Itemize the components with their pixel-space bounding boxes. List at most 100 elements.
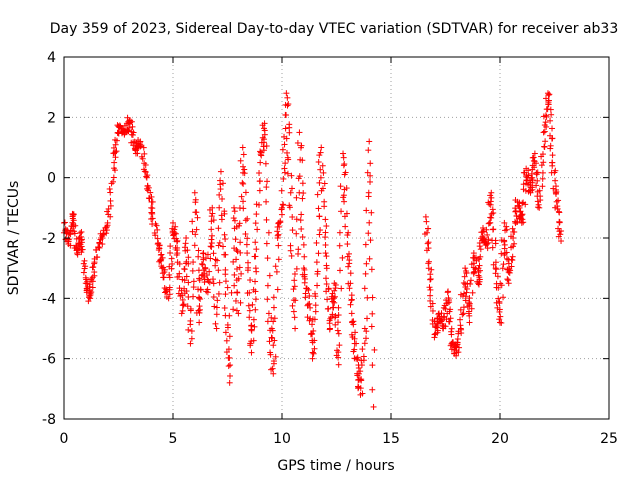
data-point-fill	[542, 119, 549, 126]
data-point-fill	[240, 198, 247, 205]
data-point-fill	[210, 294, 217, 301]
data-point-fill	[339, 254, 346, 261]
data-point-fill	[253, 246, 260, 253]
data-point	[191, 189, 198, 196]
data-point-fill	[323, 275, 330, 282]
data-point-fill	[310, 327, 317, 334]
data-point-fill	[225, 363, 232, 370]
data-point-fill	[237, 299, 244, 306]
data-point-fill	[222, 329, 229, 336]
data-point-fill	[166, 274, 173, 281]
data-point-fill	[317, 227, 324, 234]
data-point-fill	[324, 296, 331, 303]
data-point-fill	[468, 261, 475, 268]
data-point-fill	[462, 297, 469, 304]
data-point-fill	[166, 263, 173, 270]
data-point-fill	[246, 289, 253, 296]
data-point-fill	[556, 218, 563, 225]
data-point-fill	[289, 214, 296, 221]
data-point-fill	[523, 172, 530, 179]
data-point-fill	[510, 228, 517, 235]
data-point-fill	[217, 186, 224, 193]
data-point-fill	[476, 274, 483, 281]
data-point-fill	[236, 264, 243, 271]
chart-title: Day 359 of 2023, Sidereal Day-to-day VTE…	[50, 21, 619, 37]
data-point-fill	[287, 247, 294, 254]
data-point-fill	[127, 117, 134, 124]
data-point-fill	[305, 286, 312, 293]
data-point-fill	[346, 257, 353, 264]
data-point-fill	[545, 101, 552, 108]
x-axis-label: GPS time / hours	[277, 458, 394, 474]
data-point-fill	[555, 225, 562, 232]
data-point-fill	[244, 215, 251, 222]
data-point	[283, 90, 290, 97]
data-point	[296, 129, 303, 136]
data-point-fill	[288, 185, 295, 192]
data-point-fill	[222, 291, 229, 298]
ticks: 0 5 10 15 20 25 -8 -6 -4 -2 0 2 4	[42, 50, 618, 447]
data-point-fill	[148, 216, 155, 223]
data-point-fill	[74, 251, 81, 258]
data-point-fill	[503, 226, 510, 233]
data-point-fill	[460, 310, 467, 317]
data-point-fill	[300, 241, 307, 248]
data-point-fill	[434, 327, 441, 334]
data-point-fill	[283, 112, 290, 119]
data-point-fill	[298, 211, 305, 218]
y-tick-label: -6	[42, 352, 56, 368]
data-point-fill	[148, 209, 155, 216]
data-point-fill	[459, 311, 466, 318]
data-point-fill	[79, 246, 86, 253]
data-point-fill	[247, 277, 254, 284]
data-point-fill	[479, 224, 486, 231]
data-point-fill	[320, 169, 327, 176]
data-point-fill	[291, 277, 298, 284]
data-point-fill	[281, 169, 288, 176]
data-point-fill	[312, 308, 319, 315]
data-point-fill	[431, 334, 438, 341]
data-point-fill	[343, 185, 350, 192]
data-point-fill	[279, 201, 286, 208]
data-point-fill	[212, 256, 219, 263]
data-point	[252, 265, 259, 272]
data-point-fill	[455, 349, 462, 356]
data-point-fill	[533, 182, 540, 189]
data-point-fill	[208, 232, 215, 239]
data-point	[87, 295, 94, 302]
data-point-fill	[347, 270, 354, 277]
data-point-fill	[269, 327, 276, 334]
data-point-fill	[80, 269, 87, 276]
data-point-fill	[215, 225, 222, 232]
data-point-fill	[200, 250, 207, 257]
data-point-fill	[335, 349, 342, 356]
data-point-fill	[189, 218, 196, 225]
data-point-fill	[423, 247, 430, 254]
data-point-fill	[549, 135, 556, 142]
data-point-fill	[315, 250, 322, 257]
data-point-fill	[536, 187, 543, 194]
data-point-fill	[445, 288, 452, 295]
data-point-fill	[312, 290, 319, 297]
data-point-fill	[95, 243, 102, 250]
data-point-fill	[426, 284, 433, 291]
data-point-fill	[231, 208, 238, 215]
data-point-fill	[336, 242, 343, 249]
data-point-fill	[487, 198, 494, 205]
data-point-fill	[499, 265, 506, 272]
data-point	[261, 120, 268, 127]
y-axis-label: SDTVAR / TECUs	[6, 181, 22, 296]
data-point-fill	[367, 160, 374, 167]
data-point-fill	[182, 240, 189, 247]
data-point-fill	[226, 354, 233, 361]
data-point-fill	[427, 303, 434, 310]
data-point-fill	[107, 189, 114, 196]
data-point-fill	[174, 259, 181, 266]
data-point-fill	[520, 186, 527, 193]
data-point-fill	[369, 362, 376, 369]
data-point-fill	[546, 91, 553, 98]
data-point-fill	[429, 307, 436, 314]
data-point-fill	[493, 266, 500, 273]
data-point-fill	[149, 198, 156, 205]
data-point-fill	[220, 180, 227, 187]
